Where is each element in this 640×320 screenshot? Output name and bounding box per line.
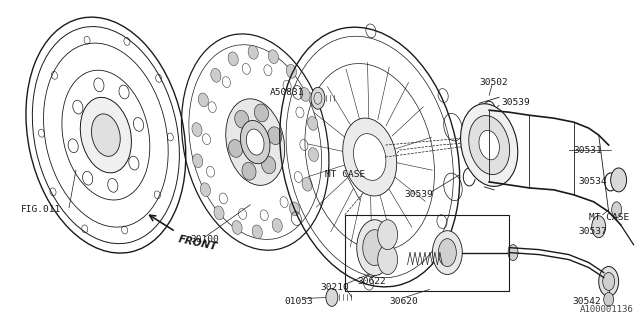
Text: FRONT: FRONT	[177, 234, 218, 252]
Ellipse shape	[228, 140, 243, 157]
Text: 30534: 30534	[579, 177, 607, 187]
Text: 30539: 30539	[501, 98, 530, 107]
Ellipse shape	[289, 202, 300, 216]
Ellipse shape	[612, 202, 621, 218]
Text: 30542: 30542	[573, 297, 602, 306]
Ellipse shape	[246, 129, 264, 155]
Ellipse shape	[311, 87, 325, 109]
Ellipse shape	[286, 64, 296, 78]
Ellipse shape	[242, 162, 256, 180]
Ellipse shape	[193, 154, 203, 168]
Ellipse shape	[211, 68, 221, 82]
Ellipse shape	[228, 52, 238, 66]
Ellipse shape	[300, 88, 310, 101]
Ellipse shape	[343, 118, 397, 196]
Ellipse shape	[80, 97, 131, 173]
Text: FIG.011: FIG.011	[21, 205, 61, 214]
Text: 30622: 30622	[358, 277, 387, 286]
Text: A50831: A50831	[270, 88, 305, 97]
Ellipse shape	[308, 148, 319, 162]
Ellipse shape	[468, 116, 509, 175]
Ellipse shape	[353, 134, 386, 180]
Text: 30210: 30210	[320, 283, 349, 292]
Ellipse shape	[235, 110, 249, 128]
Ellipse shape	[479, 130, 499, 160]
Ellipse shape	[302, 177, 312, 191]
Ellipse shape	[308, 116, 318, 130]
Ellipse shape	[363, 230, 387, 266]
Ellipse shape	[378, 244, 397, 275]
Ellipse shape	[192, 123, 202, 136]
Ellipse shape	[603, 273, 614, 291]
Ellipse shape	[611, 168, 627, 192]
Bar	[345, 215, 509, 292]
Ellipse shape	[604, 292, 614, 306]
Ellipse shape	[461, 104, 518, 186]
Text: 30539: 30539	[404, 190, 433, 199]
Ellipse shape	[378, 220, 397, 250]
Ellipse shape	[272, 219, 282, 232]
Ellipse shape	[268, 50, 278, 64]
Ellipse shape	[248, 45, 258, 59]
Ellipse shape	[232, 220, 242, 234]
Ellipse shape	[252, 225, 262, 239]
Ellipse shape	[268, 127, 282, 145]
Ellipse shape	[508, 244, 518, 260]
Text: 30620: 30620	[390, 297, 419, 306]
Ellipse shape	[438, 239, 456, 267]
Ellipse shape	[592, 216, 605, 238]
Ellipse shape	[262, 156, 276, 174]
Ellipse shape	[226, 99, 285, 185]
Ellipse shape	[326, 288, 338, 306]
Ellipse shape	[92, 114, 120, 156]
Text: 30100: 30100	[191, 235, 220, 244]
Text: 30537: 30537	[579, 227, 607, 236]
Text: 30531: 30531	[574, 146, 603, 155]
Ellipse shape	[254, 104, 268, 122]
Ellipse shape	[214, 206, 224, 220]
Ellipse shape	[200, 183, 211, 196]
Ellipse shape	[241, 120, 270, 164]
Ellipse shape	[598, 267, 619, 296]
Text: MT CASE: MT CASE	[325, 171, 365, 180]
Text: 01053: 01053	[284, 297, 313, 306]
Text: 30502: 30502	[479, 78, 508, 87]
Ellipse shape	[198, 93, 209, 107]
Ellipse shape	[356, 220, 392, 276]
Text: MT CASE: MT CASE	[589, 213, 629, 222]
Ellipse shape	[433, 231, 462, 275]
Text: A100001136: A100001136	[580, 305, 634, 314]
